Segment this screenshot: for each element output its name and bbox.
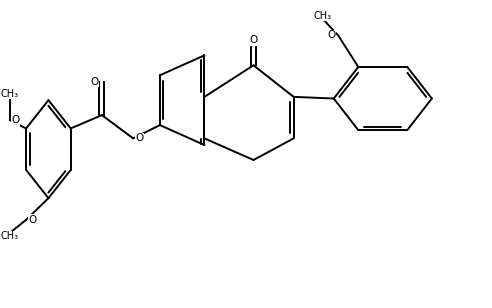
Text: CH₃: CH₃ (0, 89, 19, 99)
Text: O: O (327, 30, 335, 40)
Text: CH₃: CH₃ (313, 11, 332, 21)
Text: CH₃: CH₃ (0, 231, 19, 241)
Text: O: O (12, 115, 20, 125)
Text: O: O (135, 133, 143, 144)
Text: O: O (28, 215, 36, 225)
Text: O: O (249, 35, 258, 45)
Text: O: O (91, 77, 99, 87)
